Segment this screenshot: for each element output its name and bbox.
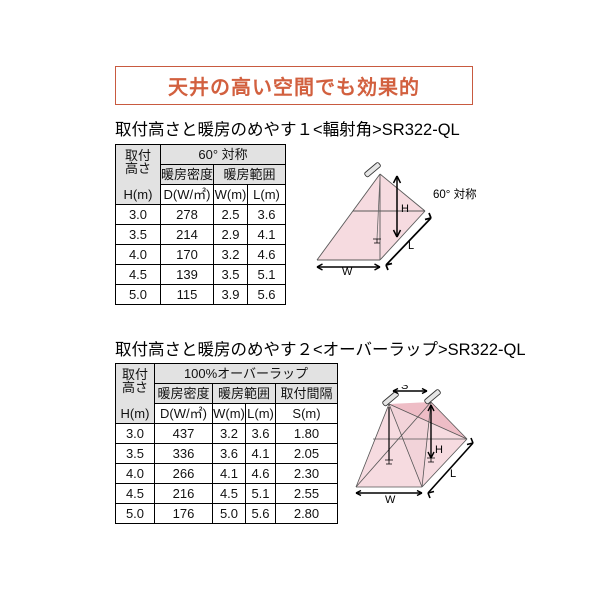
svg-text:S: S	[401, 385, 408, 392]
svg-text:L: L	[450, 468, 456, 480]
svg-text:H: H	[401, 203, 409, 215]
svg-text:W: W	[385, 494, 396, 506]
svg-text:H: H	[435, 444, 443, 456]
svg-text:L: L	[408, 240, 414, 252]
svg-text:60° 対称: 60° 対称	[433, 187, 477, 201]
svg-text:W: W	[342, 266, 353, 275]
